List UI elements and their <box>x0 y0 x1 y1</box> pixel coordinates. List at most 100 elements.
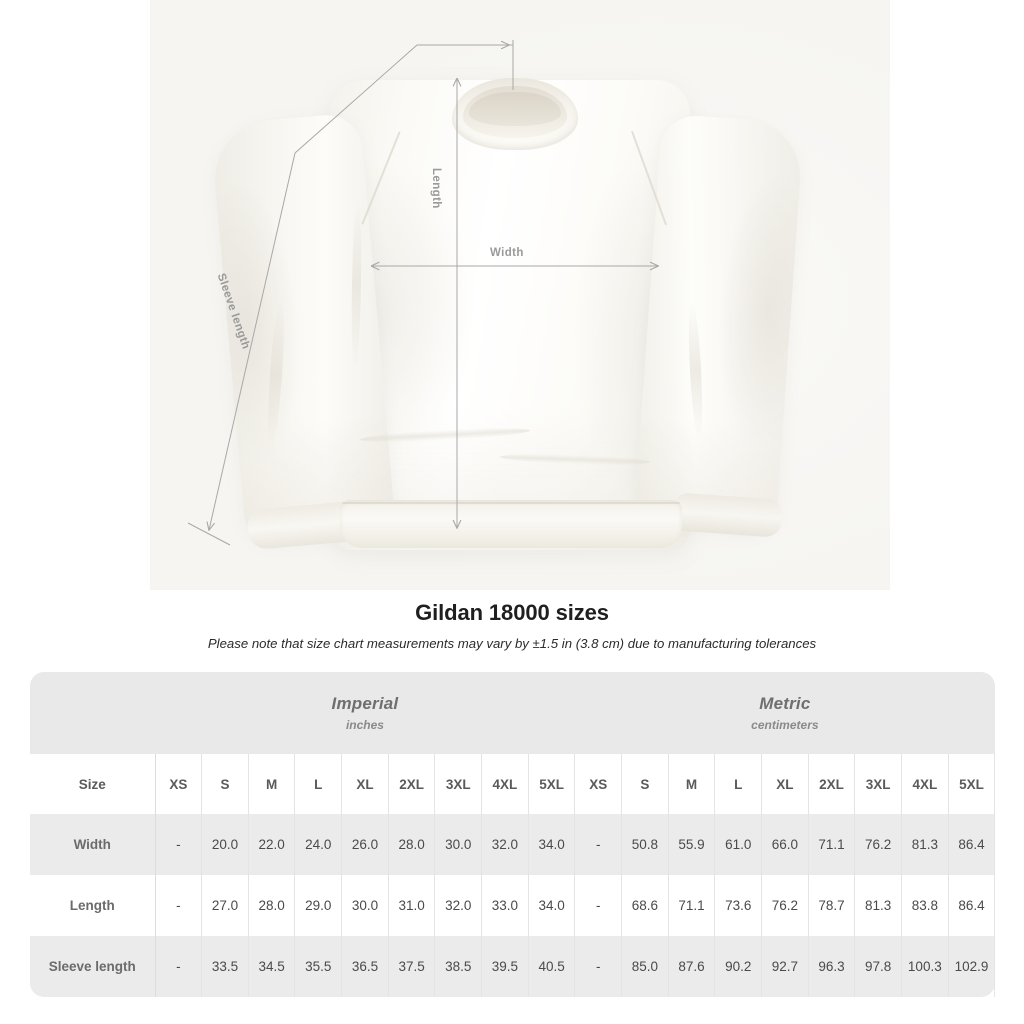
cell-value: 73.6 <box>714 875 763 936</box>
cell-value: 87.6 <box>667 936 716 997</box>
cell-value: 27.0 <box>201 875 249 936</box>
unit-header-spacer <box>30 672 155 754</box>
size-column-header-metric-3xl: 3XL <box>854 754 902 814</box>
size-column-header-imperial-l: L <box>294 754 343 814</box>
cell-value: 32.0 <box>434 875 483 936</box>
size-column-header-imperial-4xl: 4XL <box>481 754 529 814</box>
cell-value: - <box>154 875 203 936</box>
unit-group-metric-unit: centimeters <box>751 718 819 732</box>
size-column-header-imperial-3xl: 3XL <box>434 754 483 814</box>
size-column-header-imperial-2xl: 2XL <box>387 754 436 814</box>
garment-photo: Length Width Sleeve length <box>150 0 890 590</box>
cell-value: 96.3 <box>807 936 856 997</box>
table-row: Length -27.0 28.0 29.0 30.0 31.0 32.0 33.0 34.0-… <box>30 875 996 936</box>
unit-group-imperial: Imperial inches <box>155 672 575 754</box>
size-column-header-imperial-5xl: 5XL <box>527 754 576 814</box>
collar-shadow <box>469 92 561 126</box>
size-column-header-imperial-m: M <box>247 754 296 814</box>
cell-value: 34.0 <box>527 875 576 936</box>
measure-label-sleeve-length: Sleeve length <box>30 936 156 997</box>
cell-value: 61.0 <box>714 814 763 875</box>
cell-value: 76.2 <box>761 875 809 936</box>
cell-value: - <box>574 814 623 875</box>
cell-value: 92.7 <box>761 936 809 997</box>
size-column-header-imperial-xl: XL <box>341 754 389 814</box>
cell-value: 55.9 <box>667 814 716 875</box>
cell-value: 83.8 <box>901 875 949 936</box>
measure-label-length: Length <box>30 875 156 936</box>
unit-group-imperial-name: Imperial <box>331 694 399 713</box>
cell-value: 30.0 <box>434 814 483 875</box>
page-title: Gildan 18000 sizes <box>415 600 609 625</box>
size-column-header-imperial-s: S <box>201 754 249 814</box>
cell-value: 34.0 <box>527 814 576 875</box>
cell-value: 86.4 <box>947 814 996 875</box>
measure-label-width: Width <box>30 814 156 875</box>
cell-value: 50.8 <box>621 814 669 875</box>
cell-value: 68.6 <box>621 875 669 936</box>
cell-value: 66.0 <box>761 814 809 875</box>
length-annotation-label: Length <box>430 168 442 209</box>
waistband <box>340 500 682 548</box>
unit-group-metric: Metric centimeters <box>574 672 995 754</box>
size-column-header-metric-xs: XS <box>574 754 623 814</box>
cell-value: 28.0 <box>387 814 436 875</box>
cell-value: 35.5 <box>294 936 343 997</box>
cell-value: 30.0 <box>341 875 389 936</box>
cell-value: 90.2 <box>714 936 763 997</box>
cell-value: - <box>574 875 623 936</box>
cell-value: 100.3 <box>901 936 949 997</box>
size-label-header: Size <box>30 754 156 814</box>
cell-value: 33.0 <box>481 875 529 936</box>
size-column-header-metric-5xl: 5XL <box>947 754 996 814</box>
cell-value: 33.5 <box>201 936 249 997</box>
table-row: Width -20.0 22.0 24.0 26.0 28.0 30.0 32.0 34.0-5… <box>30 814 996 875</box>
cell-value: 20.0 <box>201 814 249 875</box>
cell-value: 26.0 <box>341 814 389 875</box>
cell-value: 39.5 <box>481 936 529 997</box>
cell-value: 78.7 <box>807 875 856 936</box>
unit-header-row: Imperial inches Metric centimeters <box>30 672 995 754</box>
cell-value: 22.0 <box>247 814 296 875</box>
size-column-header-metric-xl: XL <box>761 754 809 814</box>
cell-value: 36.5 <box>341 936 389 997</box>
waist-seam <box>342 502 680 504</box>
cell-value: 102.9 <box>947 936 996 997</box>
sleeve-right <box>633 113 805 533</box>
cell-value: 34.5 <box>247 936 296 997</box>
tolerance-note: Please note that size chart measurements… <box>207 636 817 651</box>
size-table: Imperial inches Metric centimeters Size X… <box>30 672 996 997</box>
cell-value: 97.8 <box>854 936 902 997</box>
cell-value: 85.0 <box>621 936 669 997</box>
cell-value: 31.0 <box>387 875 436 936</box>
cell-value: 81.3 <box>901 814 949 875</box>
title-block: Gildan 18000 sizes Please note that size… <box>0 598 1024 653</box>
size-table-container: Imperial inches Metric centimeters Size X… <box>30 672 996 997</box>
cell-value: 76.2 <box>854 814 902 875</box>
size-table-body: Width -20.0 22.0 24.0 26.0 28.0 30.0 32.0 34.0-5… <box>30 814 996 997</box>
unit-group-imperial-unit: inches <box>345 718 384 732</box>
table-row: Sleeve length -33.5 34.5 35.5 36.5 37.5 38.5 39… <box>30 936 996 997</box>
cell-value: - <box>154 936 203 997</box>
cell-value: - <box>574 936 623 997</box>
cell-value: 28.0 <box>247 875 296 936</box>
size-column-header-metric-l: L <box>714 754 763 814</box>
unit-group-metric-name: Metric <box>759 694 811 713</box>
cell-value: 81.3 <box>854 875 902 936</box>
size-column-header-metric-4xl: 4XL <box>901 754 949 814</box>
width-annotation-label: Width <box>490 247 524 259</box>
cell-value: 32.0 <box>481 814 529 875</box>
cuff-right <box>670 492 784 538</box>
size-column-header-metric-s: S <box>621 754 669 814</box>
size-column-header-metric-2xl: 2XL <box>807 754 856 814</box>
cell-value: 37.5 <box>387 936 436 997</box>
cell-value: 24.0 <box>294 814 343 875</box>
cell-value: 71.1 <box>807 814 856 875</box>
cell-value: - <box>154 814 203 875</box>
cell-value: 86.4 <box>947 875 996 936</box>
size-column-header-imperial-xs: XS <box>154 754 203 814</box>
size-header-row: Size XS S M L XL 2XL 3XL 4XL 5XL XS S M L XL 2XL 3XL 4XL 5… <box>30 754 996 814</box>
size-column-header-metric-m: M <box>667 754 716 814</box>
sleeve-right-shading <box>633 113 805 533</box>
